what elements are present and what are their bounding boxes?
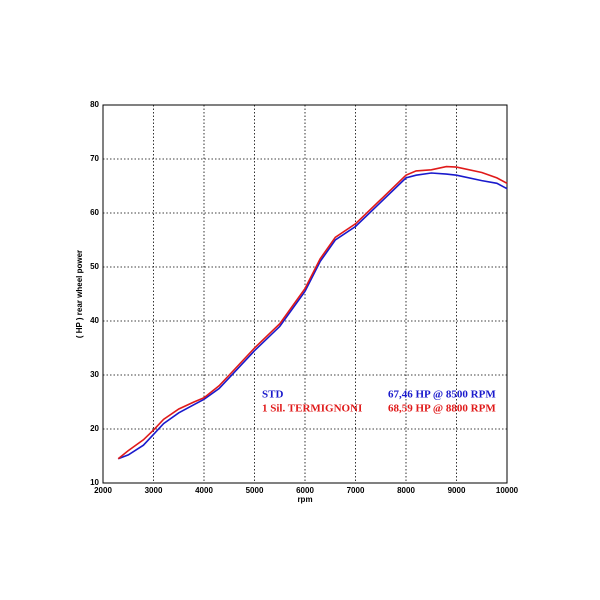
x-tick-label: 7000 xyxy=(347,486,365,495)
y-tick-label: 30 xyxy=(90,370,99,379)
plot-frame xyxy=(102,104,508,484)
x-tick-label: 3000 xyxy=(145,486,163,495)
y-axis-label: ( HP ) rear wheel power xyxy=(75,250,84,338)
legend-label: STD xyxy=(262,389,283,401)
y-tick-label: 80 xyxy=(90,100,99,109)
x-tick-label: 2000 xyxy=(94,486,112,495)
y-tick-label: 10 xyxy=(90,478,99,487)
x-tick-label: 4000 xyxy=(195,486,213,495)
y-tick-label: 40 xyxy=(90,316,99,325)
y-tick-label: 60 xyxy=(90,208,99,217)
x-tick-label: 8000 xyxy=(397,486,415,495)
x-tick-label: 5000 xyxy=(246,486,264,495)
x-tick-label: 9000 xyxy=(448,486,466,495)
series-line xyxy=(117,165,508,460)
legend-label: 1 Sil. TERMIGNONI xyxy=(262,403,362,415)
legend-peak: 68,59 HP @ 8800 RPM xyxy=(388,403,496,415)
x-axis-label: rpm xyxy=(297,495,312,504)
x-tick-label: 6000 xyxy=(296,486,314,495)
y-tick-label: 20 xyxy=(90,424,99,433)
y-tick-label: 50 xyxy=(90,262,99,271)
x-tick-label: 10000 xyxy=(496,486,519,495)
y-tick-label: 70 xyxy=(90,154,99,163)
series-line xyxy=(117,172,508,460)
legend-peak: 67,46 HP @ 8500 RPM xyxy=(388,389,496,401)
